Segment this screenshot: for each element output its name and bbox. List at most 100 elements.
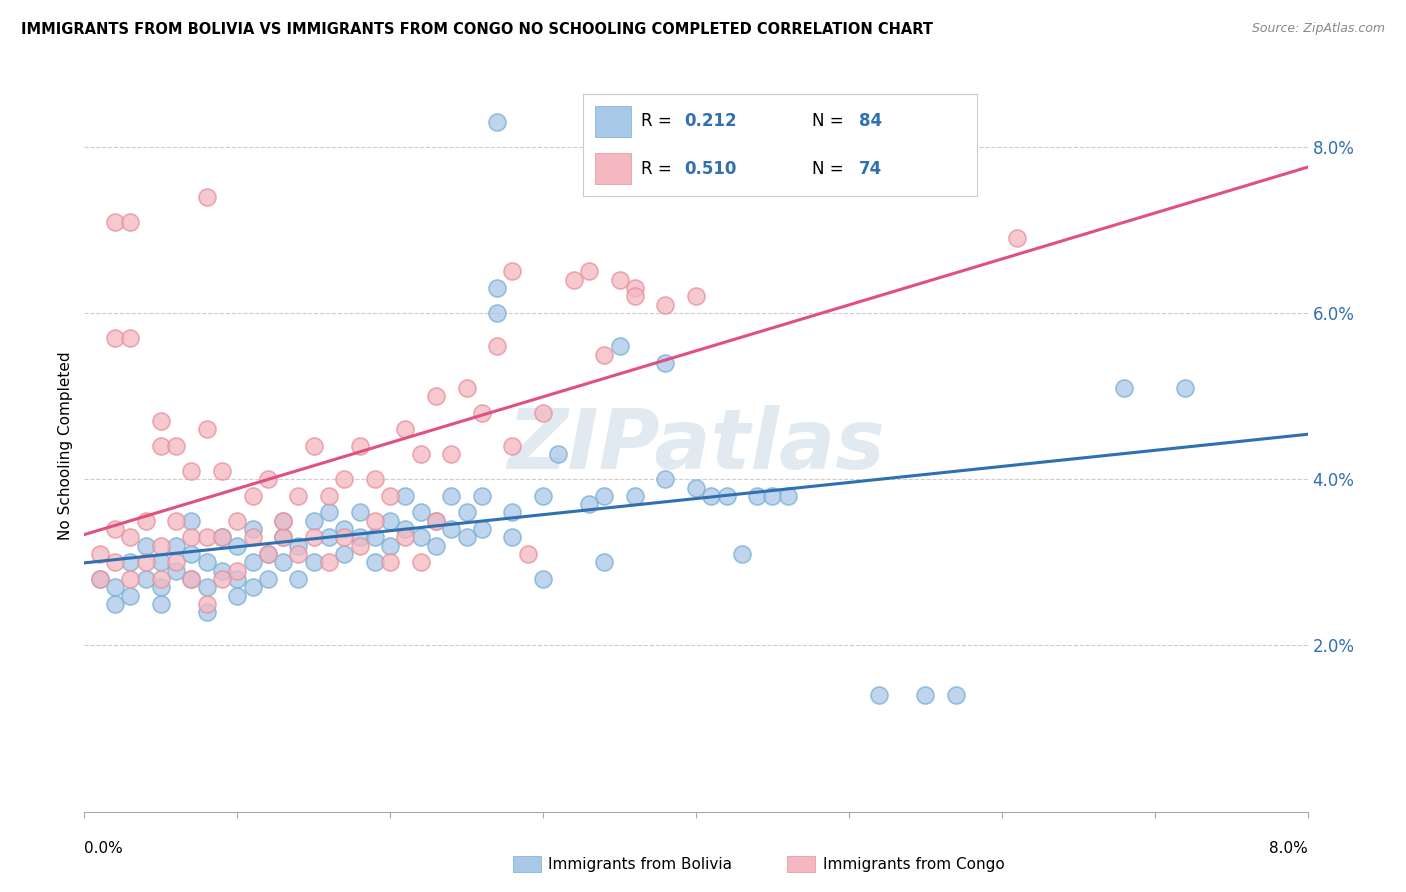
Text: Immigrants from Bolivia: Immigrants from Bolivia — [548, 857, 733, 871]
Point — [211, 530, 233, 544]
Point — [226, 539, 249, 553]
Point — [349, 506, 371, 520]
Point — [364, 514, 387, 528]
Point — [364, 530, 387, 544]
Point — [271, 555, 294, 569]
Text: R =: R = — [641, 160, 676, 178]
Point — [149, 580, 172, 594]
Point — [593, 489, 616, 503]
Text: N =: N = — [811, 160, 849, 178]
Point — [302, 530, 325, 544]
Point — [89, 547, 111, 561]
Point — [195, 580, 218, 594]
Point — [609, 273, 631, 287]
Point — [120, 589, 142, 603]
Point — [226, 589, 249, 603]
Point — [425, 514, 447, 528]
Point — [333, 530, 356, 544]
Point — [242, 530, 264, 544]
Point — [135, 539, 157, 553]
Point — [318, 506, 340, 520]
Point — [578, 264, 600, 278]
Text: 0.510: 0.510 — [683, 160, 737, 178]
Point — [486, 306, 509, 320]
Point — [195, 555, 218, 569]
Text: IMMIGRANTS FROM BOLIVIA VS IMMIGRANTS FROM CONGO NO SCHOOLING COMPLETED CORRELAT: IMMIGRANTS FROM BOLIVIA VS IMMIGRANTS FR… — [21, 22, 934, 37]
Point — [333, 472, 356, 486]
Point — [502, 506, 524, 520]
Text: 84: 84 — [859, 112, 882, 130]
Point — [914, 689, 936, 703]
Point — [165, 439, 187, 453]
Point — [349, 530, 371, 544]
Point — [593, 555, 616, 569]
Point — [502, 530, 524, 544]
Point — [700, 489, 723, 503]
Point — [195, 530, 218, 544]
Point — [394, 530, 416, 544]
Point — [380, 514, 402, 528]
Point — [104, 522, 127, 536]
Point — [149, 414, 172, 428]
Point — [716, 489, 738, 503]
Point — [195, 597, 218, 611]
Point — [287, 572, 309, 586]
Point — [318, 555, 340, 569]
Point — [149, 597, 172, 611]
Point — [195, 422, 218, 436]
Point — [135, 572, 157, 586]
Point — [302, 514, 325, 528]
Point — [257, 472, 280, 486]
Point — [685, 481, 707, 495]
Point — [425, 389, 447, 403]
Point — [104, 214, 127, 228]
Point — [624, 489, 647, 503]
Point — [257, 547, 280, 561]
Text: ZIPatlas: ZIPatlas — [508, 406, 884, 486]
Point — [195, 189, 218, 203]
Point — [242, 489, 264, 503]
Point — [364, 472, 387, 486]
Point — [287, 489, 309, 503]
Point — [349, 439, 371, 453]
Point — [211, 572, 233, 586]
Point — [776, 489, 799, 503]
Point — [165, 514, 187, 528]
Point — [486, 339, 509, 353]
Point — [180, 514, 202, 528]
Point — [578, 497, 600, 511]
Text: Immigrants from Congo: Immigrants from Congo — [823, 857, 1004, 871]
Point — [654, 298, 676, 312]
Point — [531, 572, 554, 586]
Point — [89, 572, 111, 586]
Point — [502, 439, 524, 453]
Point — [211, 530, 233, 544]
Point — [425, 539, 447, 553]
Point — [394, 489, 416, 503]
Point — [318, 530, 340, 544]
Point — [1174, 381, 1197, 395]
Point — [104, 331, 127, 345]
Point — [516, 547, 538, 561]
Point — [120, 530, 142, 544]
Point — [624, 281, 647, 295]
Point — [349, 539, 371, 553]
Point — [226, 572, 249, 586]
Y-axis label: No Schooling Completed: No Schooling Completed — [58, 351, 73, 541]
Point — [180, 464, 202, 478]
Point — [531, 406, 554, 420]
Point — [226, 564, 249, 578]
Point — [242, 522, 264, 536]
Point — [333, 547, 356, 561]
Point — [135, 514, 157, 528]
Point — [945, 689, 967, 703]
Point — [195, 605, 218, 619]
Point — [409, 555, 432, 569]
Point — [456, 530, 478, 544]
Point — [120, 214, 142, 228]
Point — [747, 489, 769, 503]
Point — [486, 115, 509, 129]
FancyBboxPatch shape — [595, 106, 631, 136]
Point — [89, 572, 111, 586]
Point — [333, 522, 356, 536]
